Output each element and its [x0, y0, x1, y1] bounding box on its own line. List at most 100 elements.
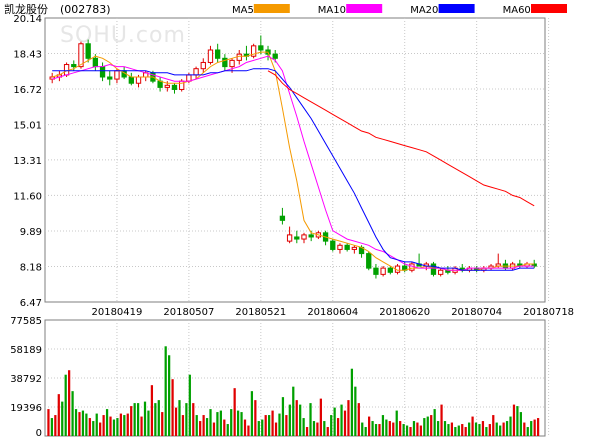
volume-bar: [92, 421, 95, 436]
candle: [351, 245, 358, 254]
candle: [524, 261, 530, 269]
volume-bar: [526, 427, 529, 436]
volume-tick-label: 0: [36, 428, 42, 439]
volume-bar: [188, 374, 191, 436]
candle-body: [373, 267, 379, 275]
volume-bar: [505, 421, 509, 436]
volume-bar: [147, 410, 150, 436]
candle: [380, 266, 386, 277]
candle-body: [308, 234, 314, 238]
volume-bar: [119, 413, 122, 436]
volume-bar: [192, 403, 195, 436]
volume-bar: [126, 413, 129, 436]
volume-bar: [223, 419, 226, 436]
candle: [488, 263, 494, 271]
candle: [322, 230, 329, 246]
volume-bar: [250, 391, 254, 436]
volume-bar: [195, 415, 198, 436]
volume-bar: [368, 416, 371, 436]
volume-bar: [233, 388, 236, 436]
date-tick-label: 20180718: [523, 307, 574, 318]
volume-bar: [133, 403, 136, 436]
volume-bar: [54, 415, 57, 436]
candle: [107, 70, 113, 86]
candle-body: [286, 234, 293, 242]
volume-tick-label: 38792: [10, 374, 42, 385]
volume-bar: [216, 412, 219, 436]
volume-bar: [392, 422, 395, 436]
volume-bar: [143, 401, 147, 436]
volume-bar: [219, 410, 222, 436]
volume-bar: [512, 404, 516, 436]
candle-body: [438, 269, 444, 275]
candle-body: [71, 64, 77, 68]
volume-bar: [202, 415, 205, 436]
candle-body: [186, 74, 192, 82]
stock-code: (002783): [60, 3, 111, 16]
volume-bar: [285, 415, 288, 436]
volume-bar: [374, 424, 378, 436]
candle-body: [171, 84, 178, 90]
volume-bar: [178, 400, 181, 436]
volume-bar: [502, 422, 505, 436]
volume-bar: [299, 404, 302, 436]
candle-body: [85, 43, 91, 59]
candle: [473, 266, 480, 273]
volume-bar: [471, 416, 474, 436]
volume-bar: [509, 416, 512, 436]
candle-body: [409, 263, 415, 271]
price-y-axis: 20.14 18.43 16.72 15.01 13.31 11.60 9.89 8.18 6.…: [13, 14, 42, 309]
volume-bar: [340, 404, 343, 436]
candle: [236, 49, 242, 65]
volume-y-axis: 77585 58189 38792 19396 0: [10, 316, 42, 439]
volume-bar: [116, 418, 119, 436]
candle-body: [258, 45, 264, 51]
price-tick-label: 18.43: [13, 50, 42, 61]
date-tick-label: 20180419: [91, 307, 142, 318]
volume-bar: [185, 403, 188, 436]
volume-bar: [274, 422, 278, 436]
volume-bar: [361, 422, 364, 436]
volume-bar: [371, 421, 374, 436]
volume-bar: [309, 403, 312, 436]
volume-bar: [347, 400, 350, 436]
candle-body: [430, 263, 437, 275]
volume-bar: [226, 424, 229, 436]
volume-bar: [85, 413, 88, 436]
candle-body: [222, 57, 228, 68]
volume-bar: [71, 391, 74, 436]
volume-bar: [257, 421, 260, 436]
volume-bar: [319, 398, 322, 436]
candle: [294, 230, 300, 244]
candle-body: [301, 234, 307, 240]
volume-tick-label: 77585: [10, 316, 42, 327]
volume-bar: [88, 418, 91, 436]
volume-bar: [105, 409, 109, 436]
volume-bar: [495, 422, 498, 436]
volume-bar: [443, 421, 447, 436]
candle: [85, 39, 91, 63]
candle: [430, 261, 437, 277]
volume-bar: [136, 403, 140, 436]
candle: [207, 45, 214, 65]
ma-line-ma5: [52, 51, 535, 271]
volume-bar: [336, 418, 340, 436]
volume-bar: [150, 385, 154, 436]
candle-body: [114, 70, 120, 80]
date-x-axis: 20180419 20180507 20180521 20180604 20180620…: [91, 307, 574, 318]
candle: [481, 266, 487, 273]
volume-bar: [130, 406, 133, 436]
volume-bar: [305, 427, 309, 436]
candle: [250, 43, 257, 59]
volume-bar: [533, 419, 536, 436]
volume-bar: [64, 374, 67, 436]
date-tick-label: 20180604: [307, 307, 358, 318]
volume-bar: [364, 427, 367, 436]
volume-bar: [354, 386, 357, 436]
volume-bar: [112, 419, 116, 436]
legend-swatch-ma5: [253, 4, 290, 13]
volume-bar: [516, 406, 519, 436]
volume-bar: [326, 427, 329, 436]
